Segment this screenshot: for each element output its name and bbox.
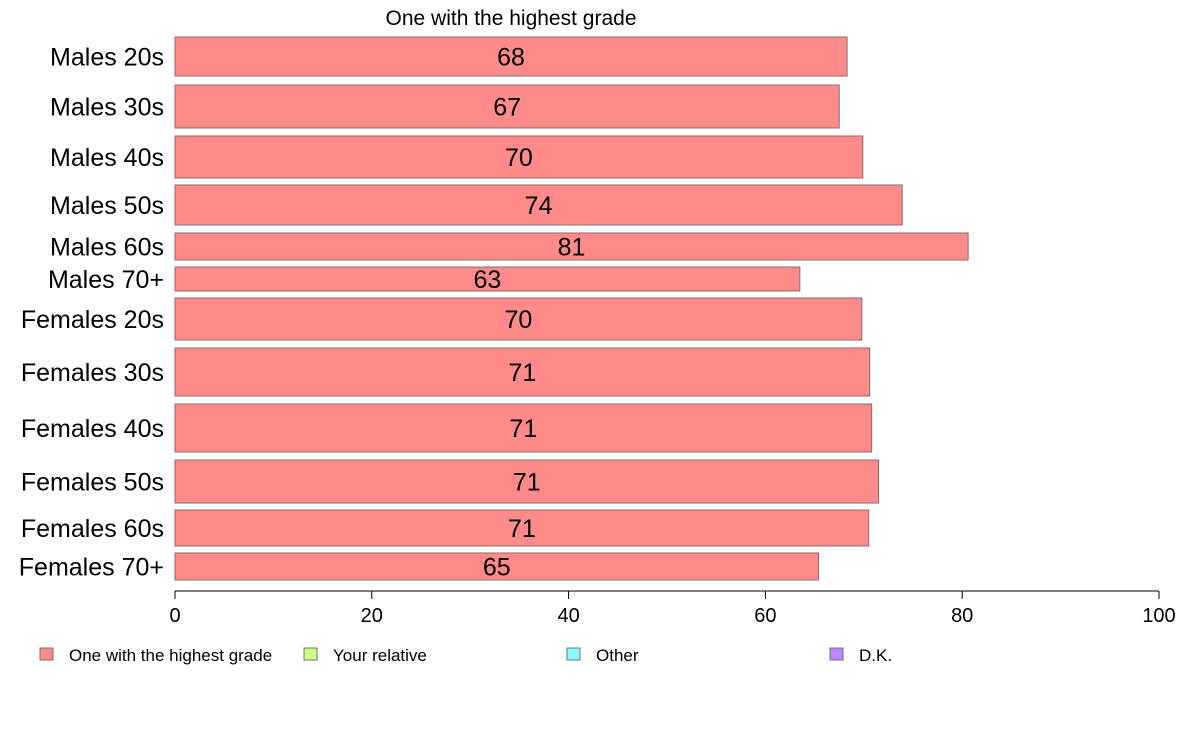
bar	[174, 297, 863, 341]
bar-value-label: 65	[483, 554, 511, 582]
bar-value-label: 81	[558, 234, 586, 262]
category-label: Males 20s	[50, 44, 164, 72]
bar	[174, 403, 873, 453]
bar	[174, 135, 864, 179]
category-label: Females 20s	[21, 306, 164, 334]
bar	[174, 36, 848, 77]
legend-swatch	[829, 647, 844, 661]
x-tick-label: 40	[557, 605, 579, 627]
bar-value-label: 71	[509, 415, 537, 443]
bar	[174, 552, 820, 581]
chart-title: One with the highest grade	[386, 7, 637, 30]
legend-item: Other	[566, 646, 639, 665]
category-label: Males 50s	[50, 192, 164, 220]
x-tick-label: 0	[169, 605, 180, 627]
legend-label: Other	[596, 646, 639, 665]
bar-value-label: 63	[474, 266, 502, 294]
bar-value-label: 68	[497, 44, 525, 72]
legend: One with the highest grade Your relative O…	[39, 646, 892, 665]
x-tick-label: 60	[754, 605, 776, 627]
bar-value-label: 71	[513, 469, 541, 497]
bar	[174, 509, 870, 547]
category-label: Females 50s	[21, 469, 164, 497]
x-tick-label: 100	[1142, 605, 1175, 627]
legend-label: One with the highest grade	[69, 646, 272, 665]
legend-swatch	[303, 647, 318, 661]
category-label: Females 30s	[21, 359, 164, 387]
bar	[174, 184, 903, 226]
bar	[174, 347, 871, 397]
x-tick-label: 20	[361, 605, 383, 627]
bar	[174, 84, 840, 129]
category-label: Males 70+	[48, 266, 164, 294]
bar-value-label: 70	[505, 306, 533, 334]
bar-value-label: 67	[493, 94, 521, 122]
legend-label: Your relative	[333, 646, 427, 665]
category-label: Males 30s	[50, 94, 164, 122]
bar-value-label: 74	[525, 192, 553, 220]
category-labels: Males 20s Males 30s Males 40s Males 50s Male…	[19, 44, 164, 582]
category-label: Males 40s	[50, 144, 164, 172]
legend-swatch	[39, 647, 54, 661]
bar-value-label: 71	[508, 515, 536, 543]
legend-item: One with the highest grade	[39, 646, 272, 665]
bar-value-label: 70	[505, 144, 533, 172]
bar	[174, 232, 969, 261]
category-label: Females 60s	[21, 515, 164, 543]
category-label: Females 40s	[21, 415, 164, 443]
x-axis: 0 20 40 60 80 100	[169, 590, 1176, 627]
bar	[174, 266, 801, 292]
x-tick-label: 80	[951, 605, 973, 627]
category-label: Females 70+	[19, 554, 164, 582]
bar	[174, 459, 880, 504]
legend-item: Your relative	[303, 646, 427, 665]
legend-label: D.K.	[859, 646, 892, 665]
bar-value-label: 71	[508, 359, 536, 387]
category-label: Males 60s	[50, 234, 164, 262]
legend-item: D.K.	[829, 646, 892, 665]
legend-swatch	[566, 647, 581, 661]
